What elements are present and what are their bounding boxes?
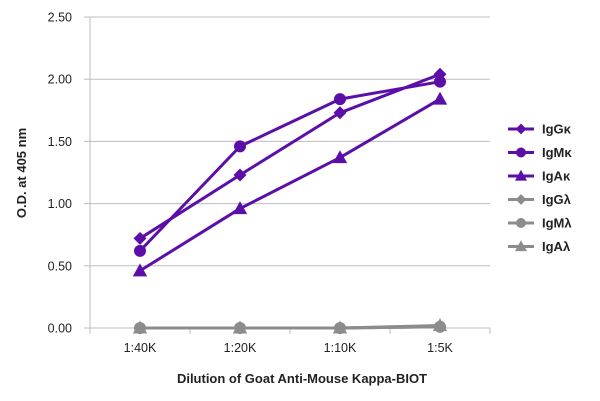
legend-label: IgMκ [542,145,572,160]
data-point [434,75,446,88]
series-line [139,97,441,273]
data-point [432,91,448,105]
legend-item: IgMλ [508,216,572,231]
data-point [333,106,347,120]
legend-marker [515,123,527,135]
data-point [132,263,148,277]
y-tick-label: 2.00 [48,73,72,87]
data-point [332,150,348,164]
data-point [133,231,147,245]
y-axis-ticks: 0.00 0.50 1.00 1.50 2.00 2.50 [48,11,72,336]
series-6 [132,318,448,334]
x-tick-label: 1:10K [324,341,357,355]
series-line [139,72,441,240]
legend-item: IgGλ [508,192,572,207]
gridlines [84,16,490,329]
legend-label: IgAκ [542,169,571,184]
data-point [332,320,348,334]
data-point [134,244,146,257]
data-point [232,201,248,215]
series-3 [132,91,448,277]
y-tick-label: 1.00 [48,197,72,211]
legend-label: IgGλ [542,192,572,207]
series-layer [132,67,448,335]
legend-item: IgGκ [508,122,572,137]
legend-marker [516,147,526,158]
y-tick-label: 2.50 [48,11,72,25]
y-tick-label: 1.50 [48,135,72,149]
legend-marker [515,194,527,205]
series-line [140,324,441,330]
x-tick-label: 1:40K [124,341,157,355]
series-1 [133,67,447,245]
x-tick-label: 1:20K [224,341,257,355]
legend-label: IgAλ [542,239,571,254]
legend-marker [514,169,528,181]
legend-marker [516,218,526,228]
x-tick-label: 1:5K [427,341,453,355]
data-point [432,318,448,332]
legend-item: IgAλ [508,239,571,254]
data-point [234,140,246,153]
data-point [334,93,346,106]
legend: IgGκ IgMκ IgAκ IgGλ IgMλ IgAλ [508,122,572,254]
data-point [233,168,247,182]
x-axis-title: Dilution of Goat Anti-Mouse Kappa-BIOT [177,371,427,386]
data-point [232,320,248,334]
legend-item: IgMκ [508,145,572,160]
legend-label: IgGκ [542,122,572,137]
series-line [138,80,441,252]
legend-marker [514,240,528,252]
legend-item: IgAκ [508,169,571,184]
y-tick-label: 0.50 [48,259,72,273]
data-point [132,320,148,334]
y-tick-label: 0.00 [48,322,72,336]
series-2 [134,75,446,257]
y-axis-title: O.D. at 405 nm [14,128,29,218]
legend-label: IgMλ [542,216,572,231]
x-axis-ticks: 1:40K 1:20K 1:10K 1:5K [89,328,491,355]
